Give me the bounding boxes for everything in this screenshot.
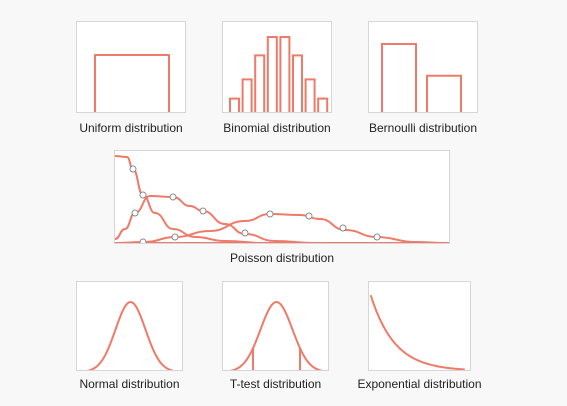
- binomial-chart: [229, 36, 329, 112]
- poisson-curve-1: [115, 155, 316, 243]
- ttest-curve: [229, 301, 324, 370]
- poisson-curve-2: [115, 195, 316, 243]
- poisson-point: [169, 193, 177, 201]
- normal-curve: [86, 301, 175, 370]
- poisson-chart: [115, 155, 449, 243]
- binomial-bar: [317, 97, 329, 112]
- exponential-panel: [368, 281, 471, 371]
- ttest-panel: [222, 281, 329, 371]
- poisson-point: [139, 238, 147, 243]
- poisson-point: [266, 210, 274, 218]
- uniform-panel: [76, 21, 186, 113]
- poisson-panel: [114, 150, 450, 244]
- poisson-caption: Poisson distribution: [229, 251, 335, 265]
- uniform-caption: Uniform distribution: [79, 121, 183, 135]
- exponential-curve: [370, 295, 465, 370]
- uniform-density-line: [94, 54, 170, 112]
- normal-chart: [86, 301, 175, 370]
- uniform-chart: [94, 54, 170, 112]
- bernoulli-chart: [381, 43, 462, 112]
- exponential-chart: [370, 295, 465, 370]
- binomial-caption: Binomial distribution: [223, 121, 331, 135]
- normal-panel: [76, 281, 183, 371]
- binomial-bar: [292, 54, 303, 112]
- bernoulli-bar: [426, 74, 462, 112]
- bernoulli-panel: [368, 21, 478, 113]
- poisson-point: [373, 233, 381, 241]
- exponential-caption: Exponential distribution: [357, 377, 482, 391]
- poisson-point: [139, 191, 147, 199]
- ttest-caption: T-test distribution: [229, 377, 322, 391]
- poisson-curve-3: [115, 213, 446, 243]
- binomial-bar: [229, 97, 240, 112]
- poisson-point: [241, 229, 249, 237]
- ttest-chart: [229, 301, 324, 370]
- binomial-bar: [241, 78, 253, 112]
- binomial-bar: [304, 78, 316, 112]
- poisson-point: [171, 233, 179, 241]
- poisson-point: [131, 209, 139, 217]
- binomial-panel: [222, 21, 332, 113]
- poisson-point: [129, 165, 137, 173]
- binomial-bar: [266, 36, 278, 112]
- poisson-point: [199, 207, 207, 215]
- poisson-point: [305, 212, 313, 220]
- binomial-bar: [279, 36, 291, 112]
- binomial-bar: [254, 54, 266, 112]
- bernoulli-caption: Bernoulli distribution: [368, 121, 478, 135]
- normal-caption: Normal distribution: [79, 377, 180, 391]
- bernoulli-bar: [381, 43, 417, 112]
- poisson-point: [339, 224, 347, 232]
